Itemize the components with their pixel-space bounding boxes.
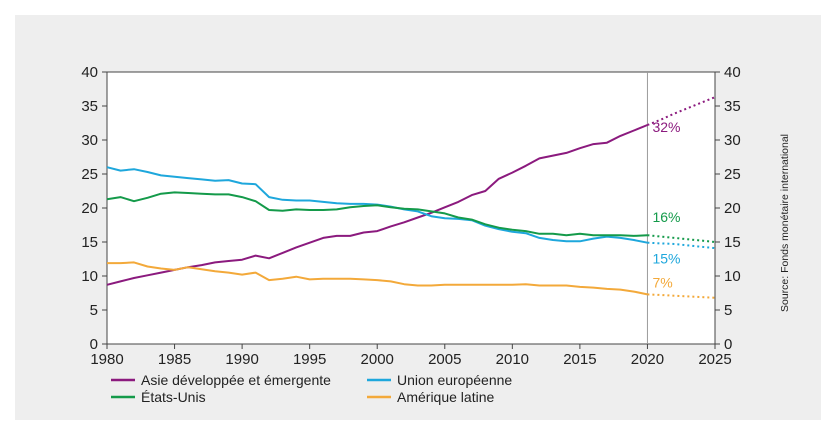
series-line-asie-d-velopp-e-et-mergente — [106, 124, 648, 286]
y-tick-label-right: 25 — [724, 166, 741, 183]
y-tick-label-left: 15 — [81, 234, 98, 251]
series-projection-union-europ-enne — [647, 241, 716, 250]
legend: Asie développée et émergente Union europé… — [111, 372, 512, 405]
y-tick-label-right: 15 — [724, 234, 741, 251]
series-projection-asie-d-velopp-e-et-mergente — [647, 96, 716, 126]
x-tick-label: 2020 — [631, 351, 664, 368]
y-tick-label-left: 20 — [81, 200, 98, 217]
x-tick-label: 2025 — [698, 351, 731, 368]
legend-label-am-rique-latine: Amérique latine — [397, 389, 494, 405]
y-tick-label-right: 35 — [724, 98, 741, 115]
x-tick-label: 1980 — [90, 351, 123, 368]
series-line-am-rique-latine — [107, 261, 648, 296]
y-tick-label-right: 5 — [724, 302, 732, 319]
y-tick-label-left: 40 — [81, 64, 98, 81]
y-tick-label-right: 0 — [724, 336, 732, 353]
plot-area — [106, 71, 716, 345]
y-tick-label-left: 25 — [81, 166, 98, 183]
y-tick-label-right: 10 — [724, 268, 741, 285]
y-tick-label-right: 20 — [724, 200, 741, 217]
x-tick-label: 2015 — [563, 351, 596, 368]
end-label-asie-d-velopp-e-et-mergente: 32% — [652, 119, 680, 135]
y-tick-label-left: 0 — [90, 336, 98, 353]
y-tick-label-left: 35 — [81, 98, 98, 115]
series-projection-tats-unis — [647, 234, 716, 243]
series-lines — [106, 96, 716, 299]
legend-label-tats-unis: États-Unis — [141, 389, 206, 405]
y-tick-label-left: 30 — [81, 132, 98, 149]
x-tick-label: 2010 — [496, 351, 529, 368]
y-tick-label-right: 40 — [724, 64, 741, 81]
y-tick-label-left: 5 — [90, 302, 98, 319]
end-labels: 32% 15% 16% 7% — [652, 119, 680, 290]
y-tick-label-right: 30 — [724, 132, 741, 149]
series-line-tats-unis — [106, 191, 648, 237]
series-projection-am-rique-latine — [647, 293, 716, 299]
x-tick-label: 1995 — [293, 351, 326, 368]
legend-label-asie-d-velopp-e-et-mergente: Asie développée et émergente — [141, 372, 331, 388]
end-label-tats-unis: 16% — [652, 209, 680, 225]
end-label-union-europ-enne: 15% — [652, 251, 680, 267]
y-tick-label-left: 10 — [81, 268, 98, 285]
x-tick-label: 1990 — [225, 351, 258, 368]
end-label-am-rique-latine: 7% — [652, 274, 672, 290]
x-tick-label: 1985 — [158, 351, 191, 368]
x-tick-label: 2005 — [428, 351, 461, 368]
legend-label-union-europ-enne: Union européenne — [397, 372, 512, 388]
source-note: Source: Fonds monétaire international — [779, 134, 791, 312]
chart-panel: 0 0 5 5 10 10 15 15 20 20 25 25 30 30 35 35 40 40 1980 1985… — [15, 15, 821, 420]
x-tick-label: 2000 — [361, 351, 394, 368]
